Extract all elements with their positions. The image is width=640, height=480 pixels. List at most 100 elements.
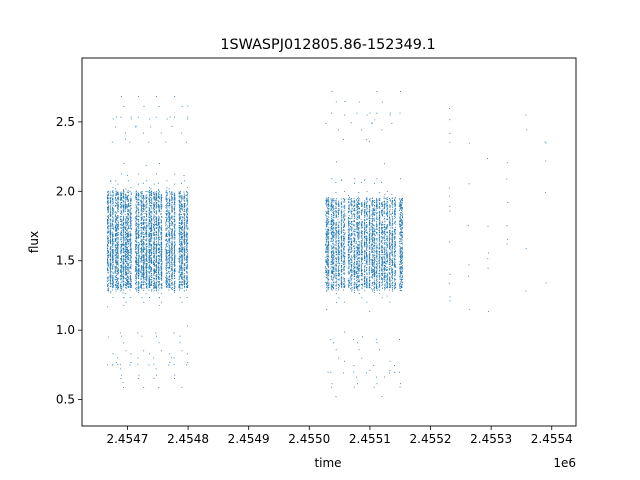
data-point xyxy=(174,258,176,260)
data-point xyxy=(127,285,129,287)
data-point xyxy=(179,239,180,241)
data-point xyxy=(126,205,128,207)
data-point xyxy=(137,226,139,228)
data-point xyxy=(125,225,127,226)
data-point xyxy=(159,244,160,246)
data-point xyxy=(129,259,131,261)
data-point xyxy=(110,255,111,257)
data-point xyxy=(141,225,142,227)
data-point xyxy=(161,222,163,224)
data-point xyxy=(169,218,171,220)
data-point xyxy=(112,195,114,196)
data-point xyxy=(174,243,176,245)
data-point xyxy=(107,269,109,271)
data-point xyxy=(155,224,157,225)
data-point xyxy=(140,222,142,224)
data-point xyxy=(168,255,170,257)
data-point xyxy=(141,260,143,262)
data-point xyxy=(109,191,111,193)
data-point xyxy=(146,206,148,208)
data-point xyxy=(120,287,122,289)
data-point xyxy=(174,218,176,220)
data-point xyxy=(168,250,170,251)
data-point xyxy=(114,220,116,222)
data-point xyxy=(120,279,121,281)
data-point xyxy=(137,214,139,216)
data-point xyxy=(171,201,173,203)
data-point xyxy=(155,195,157,197)
data-point xyxy=(153,245,155,247)
data-point xyxy=(109,264,111,266)
data-point xyxy=(130,199,132,201)
data-point xyxy=(110,283,112,285)
data-point xyxy=(125,261,126,263)
data-point xyxy=(110,226,112,228)
data-point xyxy=(140,258,142,260)
data-point xyxy=(116,262,117,264)
data-point xyxy=(138,258,140,260)
data-point xyxy=(161,277,163,279)
data-point xyxy=(173,192,175,194)
data-point xyxy=(117,224,119,226)
data-point xyxy=(153,243,155,245)
data-point xyxy=(135,278,137,280)
data-point xyxy=(156,335,157,337)
data-point xyxy=(181,247,183,249)
data-point xyxy=(171,274,173,276)
data-point xyxy=(121,194,122,196)
data-point xyxy=(137,251,139,252)
data-point xyxy=(120,215,121,217)
data-point xyxy=(128,227,129,229)
data-point xyxy=(150,192,152,194)
data-point xyxy=(161,273,163,275)
data-point xyxy=(171,211,173,213)
data-point xyxy=(138,195,140,196)
data-point xyxy=(120,251,122,253)
data-point xyxy=(153,232,155,234)
data-point xyxy=(148,271,150,273)
data-point xyxy=(166,192,168,194)
data-point xyxy=(120,219,122,220)
data-point xyxy=(148,217,150,219)
data-point xyxy=(125,232,126,233)
data-point xyxy=(146,225,148,227)
data-point xyxy=(168,233,170,235)
data-point xyxy=(168,217,170,219)
data-point xyxy=(120,239,122,241)
data-point xyxy=(120,206,122,208)
data-point xyxy=(117,357,119,359)
data-point xyxy=(117,363,119,365)
data-point xyxy=(128,282,130,284)
data-point xyxy=(107,207,109,209)
data-point xyxy=(124,274,126,276)
data-point xyxy=(158,236,160,238)
data-point xyxy=(107,279,109,281)
data-point xyxy=(178,230,180,232)
data-point xyxy=(130,118,132,120)
data-point xyxy=(136,210,138,211)
data-point xyxy=(129,257,131,259)
data-point xyxy=(169,259,171,261)
data-point xyxy=(121,269,123,271)
data-point xyxy=(127,195,129,196)
data-point xyxy=(174,96,176,98)
data-point xyxy=(155,239,157,241)
data-point xyxy=(107,260,109,261)
data-point xyxy=(117,197,119,199)
data-point xyxy=(110,233,112,235)
data-point xyxy=(130,192,132,194)
data-point xyxy=(138,249,140,251)
data-point xyxy=(160,245,162,247)
data-point xyxy=(143,222,145,224)
data-point xyxy=(125,220,127,222)
data-point xyxy=(151,227,153,229)
data-point xyxy=(168,240,170,242)
data-point xyxy=(153,226,155,228)
data-point xyxy=(112,262,114,264)
data-point xyxy=(140,204,142,206)
data-point xyxy=(135,252,137,254)
data-point xyxy=(120,278,122,280)
data-point xyxy=(121,261,123,263)
data-point xyxy=(153,228,155,230)
data-point xyxy=(161,275,163,277)
